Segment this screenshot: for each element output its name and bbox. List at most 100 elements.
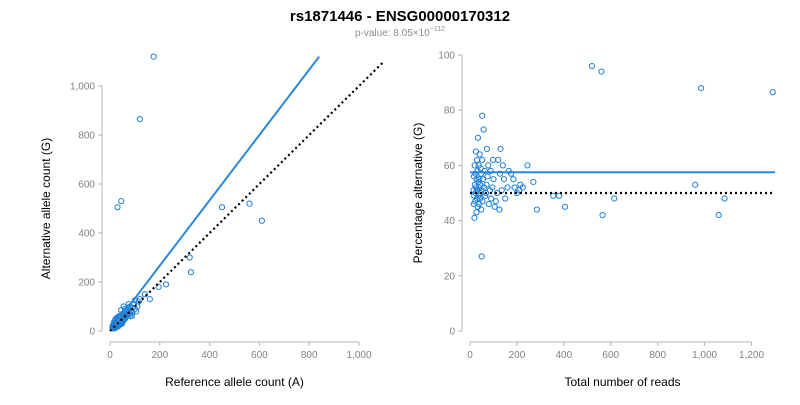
count-data-point — [119, 318, 127, 325]
count-data-point — [114, 204, 121, 211]
pct-data-point — [530, 178, 537, 186]
pct-data-point — [524, 162, 531, 169]
pct-data-point — [490, 176, 497, 183]
pct-data-point — [479, 156, 486, 163]
count-data-point — [141, 291, 148, 298]
pct-data-point — [504, 184, 511, 191]
pct-y-axis-label: Percentage alternative (G) — [411, 123, 425, 264]
count-data-point — [187, 269, 195, 276]
count-data-point — [155, 283, 162, 290]
count-x-tick-label: 600 — [251, 350, 268, 361]
pct-data-point — [478, 206, 485, 213]
chart-title: rs1871446 - ENSG00000170312 — [290, 8, 510, 25]
pct-data-point — [483, 145, 490, 152]
p-value-exponent: −112 — [430, 26, 445, 33]
p-value-times: × — [413, 28, 419, 39]
count-reference-line — [109, 60, 385, 332]
pct-data-point — [697, 85, 705, 92]
pct-data-point — [491, 203, 498, 210]
count-y-tick-label: 0 — [89, 327, 95, 338]
count-data-point — [146, 296, 153, 303]
count-data-point — [218, 204, 226, 211]
pct-data-point — [485, 162, 492, 169]
pct-data-point — [533, 206, 540, 213]
pct-x-tick-label: 800 — [649, 350, 666, 361]
count-data-point — [136, 115, 143, 123]
pct-data-point — [470, 173, 478, 180]
pct-data-point — [476, 176, 483, 183]
pct-data-point — [487, 167, 494, 175]
pct-data-point — [598, 68, 605, 75]
pct-x-tick-label: 400 — [556, 350, 573, 361]
p-value-prefix: p-value: 8.05 — [355, 28, 413, 39]
count-x-tick-label: 200 — [151, 350, 168, 361]
pct-data-point — [488, 195, 495, 202]
pct-data-point — [499, 162, 506, 169]
pct-data-point — [492, 198, 499, 205]
pct-x-tick-label: 600 — [602, 350, 619, 361]
pct-data-point — [500, 176, 508, 183]
count-y-axis-label: Alternative allele count (G) — [39, 138, 53, 279]
pct-data-point — [474, 134, 482, 141]
count-data-point — [150, 53, 157, 60]
pct-data-point — [513, 189, 521, 197]
pct-data-point — [493, 189, 501, 197]
count-data-point — [133, 308, 140, 315]
count-data-point — [118, 307, 125, 314]
count-data-point — [246, 200, 253, 207]
pct-data-point — [479, 112, 486, 119]
pct-y-tick-label: 60 — [444, 161, 456, 172]
count-x-tick-label: 0 — [107, 350, 113, 361]
pct-data-point — [471, 181, 479, 188]
count-x-tick-label: 1,000 — [346, 350, 371, 361]
pct-y-tick-label: 40 — [444, 216, 456, 227]
pct-y-tick-label: 20 — [444, 271, 456, 282]
pct-x-axis-label: Total number of reads — [564, 375, 680, 389]
count-x-tick-label: 400 — [201, 350, 218, 361]
count-fit-line — [114, 55, 320, 325]
pct-data-point — [550, 192, 557, 199]
p-value-base: 10 — [419, 28, 431, 39]
count-y-tick-label: 1,000 — [70, 82, 95, 93]
pct-data-point — [484, 173, 491, 180]
count-y-tick-label: 400 — [78, 229, 95, 240]
pct-data-point — [496, 170, 504, 177]
pct-data-point — [588, 62, 596, 70]
count-y-tick-label: 800 — [78, 131, 95, 142]
pct-data-point — [769, 89, 776, 96]
p-value-subtitle: p-value: 8.05×10−112 — [355, 26, 445, 39]
pct-data-point — [715, 211, 722, 219]
count-x-tick-label: 800 — [301, 350, 318, 361]
pct-data-point — [511, 184, 518, 191]
pct-data-point — [470, 187, 477, 194]
pct-data-point — [471, 162, 478, 169]
pct-data-point — [721, 195, 728, 202]
pct-x-tick-label: 0 — [467, 350, 473, 361]
pct-data-point — [473, 156, 481, 163]
pct-data-point — [497, 145, 504, 152]
count-data-point — [162, 281, 170, 288]
count-data-point — [109, 322, 117, 329]
pct-data-point — [470, 200, 477, 208]
pct-data-point — [472, 148, 479, 155]
pct-data-point — [611, 195, 618, 202]
pct-data-point — [502, 195, 509, 202]
pct-data-point — [510, 176, 517, 183]
pct-y-tick-label: 100 — [438, 51, 455, 62]
pct-data-point — [485, 200, 492, 208]
count-x-axis-label: Reference allele count (A) — [165, 375, 304, 389]
pct-data-point — [505, 167, 512, 175]
pct-data-point — [473, 209, 480, 216]
pct-x-tick-label: 1,000 — [692, 350, 717, 361]
pct-data-point — [475, 162, 482, 169]
allele-count-scatter-panel: 0 200 400 600 800 1,000 0 200 400 600 800 1,000 Refe… — [39, 53, 385, 389]
pct-data-point — [478, 253, 485, 260]
pct-y-tick-label: 80 — [444, 106, 456, 117]
count-data-point — [258, 217, 265, 224]
count-data-point — [186, 254, 193, 261]
count-data-point — [109, 324, 116, 332]
pct-data-point — [517, 181, 524, 188]
pct-x-tick-label: 200 — [509, 350, 526, 361]
